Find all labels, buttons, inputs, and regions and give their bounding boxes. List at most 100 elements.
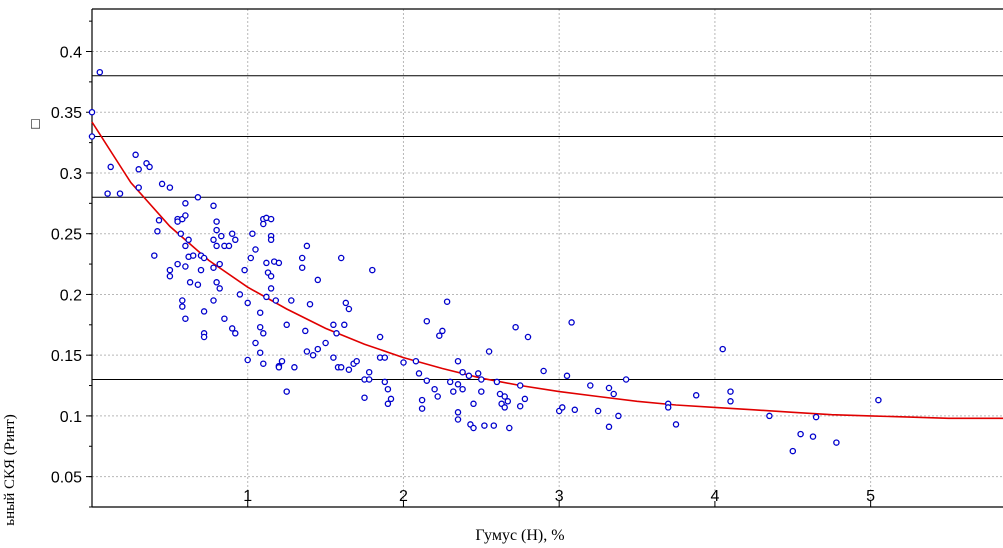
- data-point: [341, 321, 348, 329]
- data-point: [369, 266, 376, 274]
- data-point: [107, 163, 114, 171]
- data-point: [185, 236, 192, 244]
- data-point: [194, 281, 202, 288]
- data-point: [298, 254, 306, 262]
- data-point: [213, 226, 220, 234]
- data-point: [412, 357, 420, 365]
- data-point: [291, 364, 298, 371]
- data-point: [179, 303, 186, 310]
- data-point: [189, 252, 197, 259]
- data-point: [303, 242, 311, 250]
- data-point: [384, 400, 392, 408]
- data-point: [470, 424, 477, 432]
- data-point: [132, 151, 139, 159]
- data-point: [470, 400, 477, 408]
- data-point: [568, 319, 575, 326]
- data-point: [622, 376, 630, 383]
- data-point: [116, 190, 124, 197]
- data-point: [303, 348, 311, 355]
- data-point: [158, 180, 166, 188]
- data-point: [365, 368, 373, 376]
- data-point: [423, 377, 431, 384]
- data-point: [875, 396, 882, 404]
- data-point: [278, 357, 286, 365]
- data-point: [322, 339, 329, 347]
- data-point: [353, 357, 360, 365]
- data-point: [225, 242, 233, 250]
- data-point: [210, 297, 217, 304]
- data-point: [459, 385, 466, 393]
- data-point: [200, 308, 208, 315]
- data-point: [450, 388, 457, 395]
- data-point: [418, 405, 426, 412]
- data-point: [474, 370, 482, 377]
- data-point: [431, 385, 438, 393]
- data-point: [418, 396, 426, 404]
- data-point: [298, 264, 306, 271]
- data-point: [182, 263, 189, 270]
- data-point: [174, 260, 181, 268]
- data-point: [213, 242, 220, 250]
- data-point: [540, 367, 547, 375]
- data-point: [797, 430, 804, 438]
- data-point: [345, 366, 353, 373]
- data-point: [454, 381, 462, 388]
- data-point: [96, 68, 104, 76]
- data-point: [809, 433, 817, 440]
- data-point: [228, 230, 236, 237]
- data-point: [337, 254, 345, 262]
- data-point: [135, 166, 142, 173]
- data-point: [833, 439, 840, 446]
- data-point: [210, 264, 217, 271]
- data-point: [434, 393, 441, 400]
- data-point: [151, 252, 158, 259]
- data-point: [221, 315, 228, 322]
- data-point: [516, 402, 524, 410]
- data-point: [182, 315, 189, 322]
- data-point: [241, 266, 248, 274]
- data-point: [493, 378, 501, 386]
- y-tick-label: 0.2: [60, 287, 82, 304]
- data-point: [524, 333, 532, 341]
- x-tick-label: 5: [866, 488, 875, 505]
- data-point: [559, 404, 566, 411]
- data-point: [88, 108, 96, 116]
- data-point: [314, 345, 322, 353]
- data-point: [302, 327, 309, 335]
- data-point: [478, 388, 485, 395]
- data-point: [337, 364, 345, 371]
- data-point: [506, 424, 513, 432]
- data-point: [216, 260, 223, 268]
- data-point: [342, 299, 350, 307]
- data-point: [174, 218, 181, 225]
- data-point: [179, 297, 186, 304]
- data-point: [345, 305, 353, 313]
- data-point: [490, 422, 498, 429]
- data-point: [485, 348, 493, 355]
- data-points: [88, 68, 882, 455]
- data-point: [194, 194, 202, 201]
- data-point: [459, 368, 466, 376]
- data-point: [415, 370, 423, 377]
- data-point: [563, 372, 571, 380]
- data-point: [361, 394, 368, 401]
- plot-area: [92, 9, 1003, 507]
- data-point: [605, 423, 613, 431]
- data-point: [275, 364, 283, 371]
- data-point: [252, 339, 259, 347]
- data-point: [615, 412, 622, 420]
- data-point: [605, 384, 613, 392]
- data-point: [182, 200, 189, 207]
- data-point: [228, 325, 236, 332]
- y-tick-label: 0.05: [51, 470, 82, 487]
- data-point: [210, 236, 217, 244]
- data-point: [283, 388, 290, 395]
- data-point: [330, 321, 337, 329]
- data-point: [267, 215, 275, 223]
- data-point: [381, 354, 389, 361]
- data-point: [232, 330, 239, 337]
- data-point: [236, 291, 244, 298]
- data-point: [387, 395, 395, 403]
- data-point: [166, 272, 174, 280]
- data-point: [587, 382, 594, 389]
